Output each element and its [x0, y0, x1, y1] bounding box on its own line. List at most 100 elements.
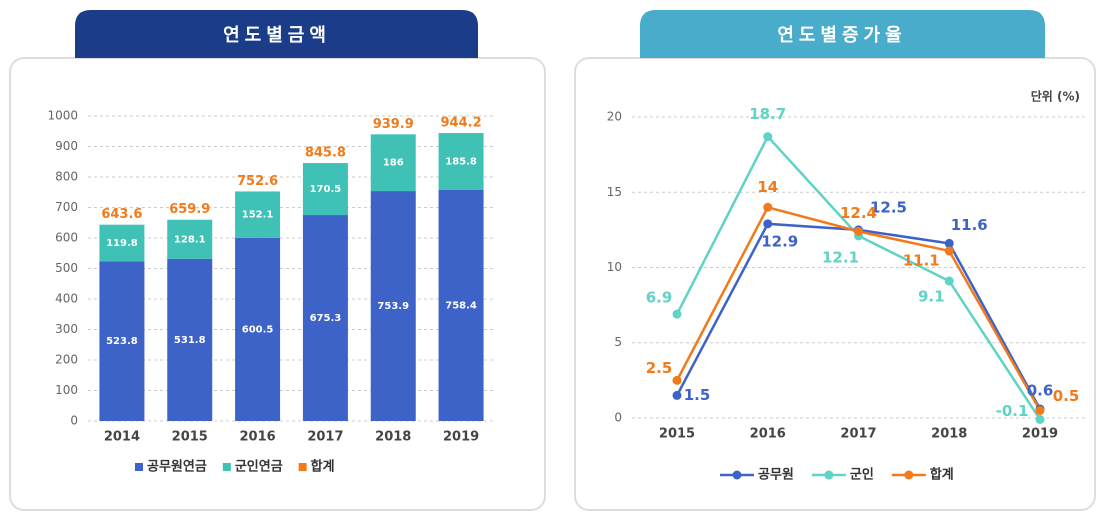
y-tick-label: 700 — [55, 200, 78, 214]
point-label: 6.9 — [646, 289, 673, 307]
bar-label: 185.8 — [445, 156, 477, 167]
legend-dot — [732, 470, 742, 480]
point — [944, 246, 954, 256]
point — [1035, 405, 1045, 415]
y-tick-label: 600 — [55, 231, 78, 245]
bar-segment — [235, 191, 281, 238]
point-label: 1.5 — [684, 386, 711, 404]
bar-segment — [302, 163, 348, 216]
legend-label: 합계 — [930, 467, 954, 483]
point — [944, 276, 954, 286]
bar-segment — [438, 189, 484, 421]
point-label: 11.1 — [903, 251, 940, 269]
bar-segment — [167, 258, 213, 421]
y-tick-label: 400 — [55, 292, 78, 306]
point — [672, 309, 682, 319]
bar-segment — [370, 134, 416, 192]
x-tick-label: 2018 — [375, 430, 411, 445]
total-label: 643.6 — [101, 207, 142, 222]
point — [944, 238, 954, 248]
point — [1035, 414, 1045, 424]
total-label: 659.9 — [169, 202, 210, 217]
point-label: 18.7 — [749, 105, 786, 123]
y-tick-label: 100 — [55, 383, 78, 397]
bar-segment — [235, 237, 281, 421]
left-title-tab — [75, 10, 478, 58]
y-tick-label: 0 — [614, 410, 622, 424]
point — [854, 226, 863, 236]
legend-label: 군인연금 — [235, 459, 283, 475]
bar-label: 531.8 — [174, 335, 206, 346]
point-label: 14 — [757, 178, 778, 196]
bar-label: 119.8 — [106, 238, 138, 249]
total-label: 939.9 — [373, 117, 414, 132]
legend-swatch — [298, 463, 307, 471]
bar-segment — [438, 133, 484, 190]
y-tick-label: 800 — [55, 170, 78, 184]
bar-segment — [167, 219, 213, 259]
right-title-tab — [640, 10, 1045, 58]
right-panel — [574, 57, 1096, 511]
y-tick-label: 15 — [607, 185, 622, 199]
bar-label: 600.5 — [242, 324, 274, 335]
y-tick-label: 300 — [55, 322, 78, 336]
legend-label: 군인 — [850, 467, 874, 483]
point-label: 12.9 — [761, 232, 798, 250]
total-label: 752.6 — [237, 174, 278, 189]
y-tick-label: 1000 — [47, 109, 78, 123]
y-tick-label: 200 — [55, 353, 78, 367]
point-label: -0.1 — [996, 402, 1029, 420]
x-tick-label: 2019 — [1022, 427, 1058, 442]
point-label: 11.6 — [951, 216, 988, 234]
legend-label: 공무원연금 — [147, 460, 207, 475]
x-tick-label: 2015 — [659, 427, 695, 442]
point — [672, 390, 682, 400]
bar-segment — [302, 215, 348, 421]
y-tick-label: 20 — [607, 110, 622, 124]
point — [763, 202, 773, 212]
bar-label: 753.9 — [377, 301, 409, 312]
chart-title: 연도별증가율 — [777, 25, 906, 46]
bar-label: 152.1 — [242, 210, 274, 221]
x-tick-label: 2015 — [172, 430, 208, 445]
legend-dot — [904, 470, 914, 480]
total-label: 944.2 — [441, 116, 482, 131]
chart-title: 연도별금액 — [223, 25, 331, 46]
x-tick-label: 2016 — [239, 430, 275, 445]
total-label: 845.8 — [305, 146, 346, 161]
x-tick-label: 2018 — [931, 427, 967, 442]
x-tick-label: 2017 — [307, 430, 343, 445]
legend-label: 공무원 — [758, 468, 794, 483]
legend-label: 합계 — [311, 459, 335, 475]
point-label: 12.4 — [840, 204, 877, 222]
y-tick-label: 500 — [55, 261, 78, 275]
x-tick-label: 2016 — [750, 427, 786, 442]
legend-swatch — [135, 463, 143, 471]
bar-label: 128.1 — [174, 234, 206, 245]
bar-segment — [99, 261, 145, 421]
point-label: 2.5 — [646, 359, 673, 377]
point-label: 9.1 — [918, 288, 945, 306]
point — [763, 219, 773, 229]
legend-swatch — [222, 463, 231, 471]
bar-segment — [370, 191, 416, 421]
x-tick-label: 2014 — [104, 430, 140, 445]
bar-segment — [99, 224, 145, 262]
y-tick-label: 5 — [614, 335, 622, 349]
y-tick-label: 0 — [70, 414, 78, 428]
legend-dot — [824, 470, 834, 480]
bar-label: 758.4 — [445, 300, 477, 311]
x-tick-label: 2017 — [840, 427, 876, 442]
bar-label: 523.8 — [106, 336, 138, 347]
bar-label: 186 — [383, 158, 404, 169]
bar-label: 675.3 — [310, 313, 342, 324]
y-tick-label: 900 — [55, 139, 78, 153]
x-tick-label: 2019 — [443, 430, 479, 445]
point — [672, 375, 682, 385]
bar-label: 170.5 — [310, 184, 342, 195]
point-label: 0.5 — [1053, 387, 1080, 405]
y-tick-label: 10 — [607, 260, 622, 274]
point — [763, 132, 773, 142]
point-label: 12.1 — [822, 248, 859, 266]
